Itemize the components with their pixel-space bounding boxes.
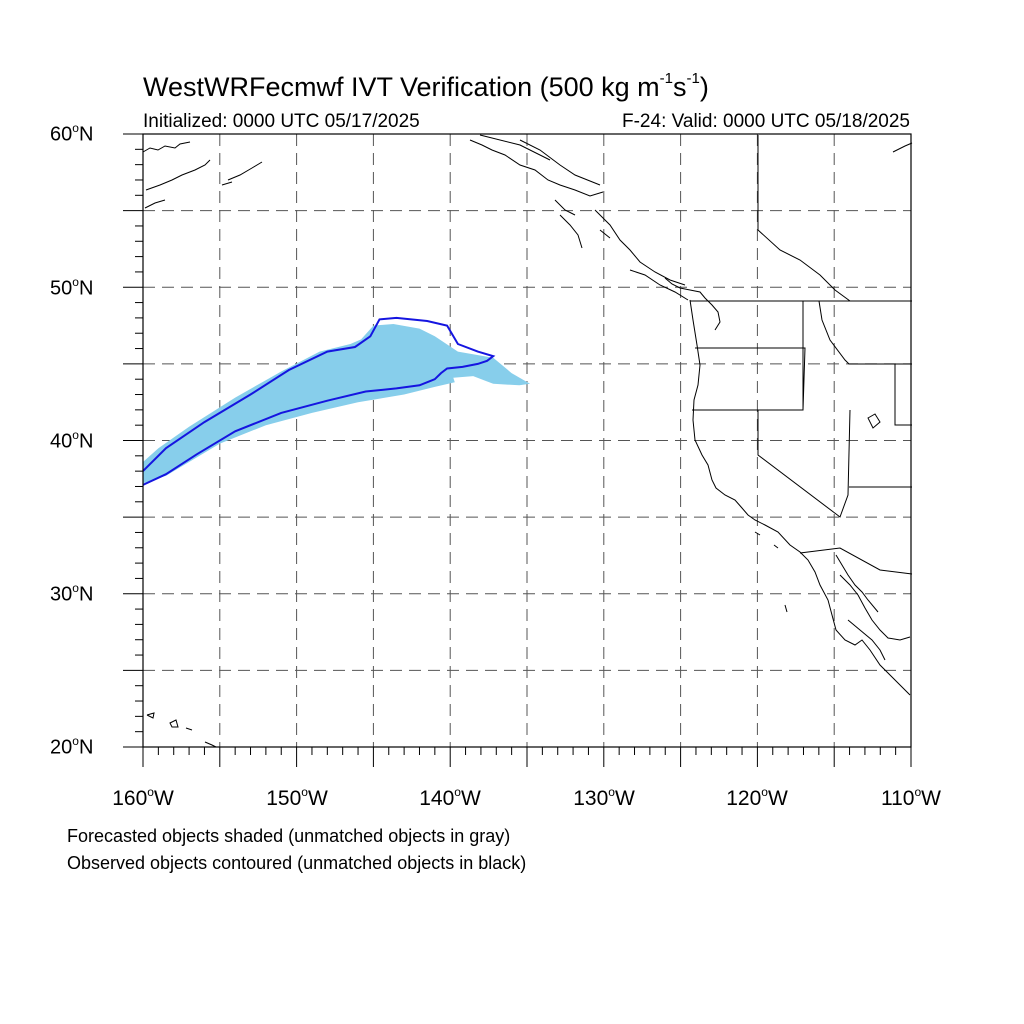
map-title-unit-s: s (672, 72, 687, 102)
observed-object-contour (142, 316, 496, 486)
small-islands (754, 413, 881, 613)
map-title-close: ) (699, 72, 709, 102)
forecast-legend-note: Forecasted objects shaded (unmatched obj… (67, 826, 511, 846)
lat-label: 50oN (50, 275, 94, 300)
bc-coastline (599, 229, 721, 331)
grid-lines (143, 134, 911, 747)
state-boundaries (692, 135, 913, 575)
lon-label: 120oW (726, 785, 788, 810)
observed-legend-note: Observed objects contoured (unmatched ob… (67, 853, 527, 873)
lon-label: 160oW (112, 785, 174, 810)
map-title-main: WestWRFecmwf IVT Verification (500 kg m (143, 72, 660, 102)
us-west-coastline (689, 299, 911, 696)
lat-label: 20oN (50, 734, 94, 759)
map-title: WestWRFecmwf IVT Verification (500 kg m-… (143, 70, 709, 103)
map-title-unit-exp1: -1 (659, 70, 673, 87)
initialized-time-label: Initialized: 0000 UTC 05/17/2025 (143, 111, 420, 132)
lon-label: 140oW (419, 785, 481, 810)
lat-label: 60oN (50, 121, 94, 146)
lat-label: 40oN (50, 428, 94, 453)
alaska-coastline (142, 134, 913, 286)
forecast-object-shaded (143, 324, 531, 484)
lon-label: 150oW (266, 785, 328, 810)
lat-label: 30oN (50, 581, 94, 606)
hawaii-islands (146, 712, 217, 748)
map-title-unit-exp2: -1 (686, 70, 700, 87)
lon-label: 110oW (881, 785, 941, 810)
coastlines-and-borders (142, 134, 913, 748)
lon-label: 130oW (573, 785, 635, 810)
baja-coastline (835, 554, 911, 661)
axis-ticks (123, 133, 912, 767)
valid-time-label: F-24: Valid: 0000 UTC 05/18/2025 (622, 111, 910, 132)
